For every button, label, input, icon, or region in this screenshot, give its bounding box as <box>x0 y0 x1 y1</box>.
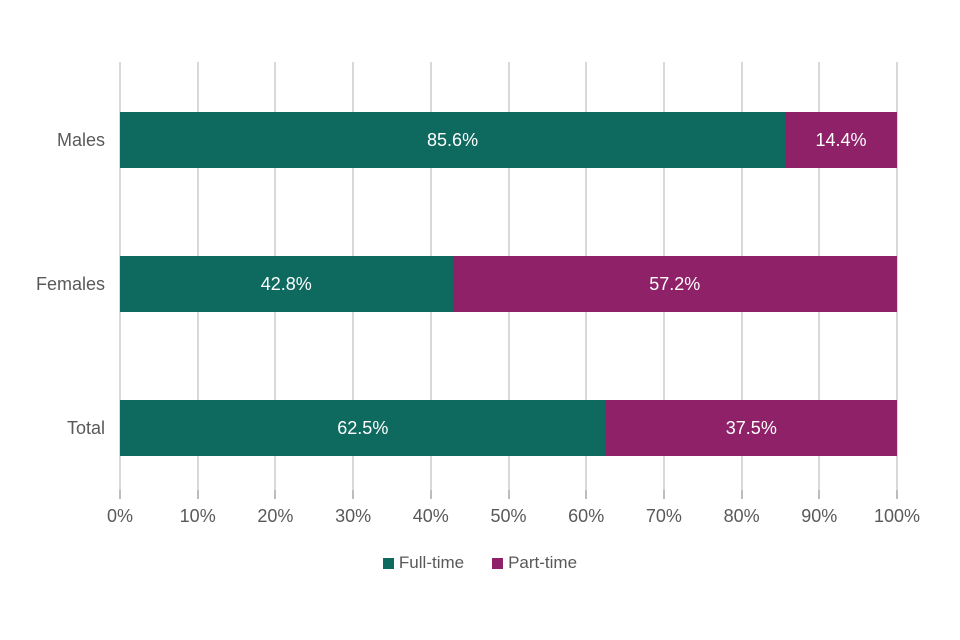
legend-item-part-time: Part-time <box>492 553 577 573</box>
x-tick-label: 100% <box>873 506 921 526</box>
axis-tickmark <box>585 490 588 499</box>
category-label-females: Females <box>35 273 105 294</box>
bar-segment-part-time-males: 14.4% <box>785 112 897 168</box>
bar-segment-part-time-females: 57.2% <box>452 256 897 312</box>
x-tick-label: 20% <box>257 506 294 526</box>
legend-item-full-time: Full-time <box>382 553 465 573</box>
bar-row-total: 62.5% 37.5% <box>120 400 897 456</box>
x-tick-label: 40% <box>412 506 449 526</box>
bar-segment-full-time-total: 62.5% <box>120 400 606 456</box>
bar-value-label: 57.2% <box>649 273 701 294</box>
bar-row-males: 85.6% 14.4% <box>120 112 897 168</box>
bar-value-label: 85.6% <box>427 129 479 150</box>
axis-tickmark <box>274 490 277 499</box>
x-tick-label: 50% <box>490 506 527 526</box>
axis-tickmark <box>818 490 821 499</box>
axis-tickmark <box>196 490 199 499</box>
legend-swatch-icon <box>492 557 504 569</box>
x-tick-label: 0% <box>106 506 134 526</box>
legend-label: Part-time <box>508 553 578 572</box>
bar-segment-full-time-males: 85.6% <box>120 112 786 168</box>
bar-value-label: 37.5% <box>725 417 777 438</box>
axis-tickmark <box>352 490 355 499</box>
x-tick-label: 70% <box>645 506 682 526</box>
axis-tickmark <box>740 490 743 499</box>
axis-tickmark <box>507 490 510 499</box>
bar-segment-full-time-females: 42.8% <box>120 256 453 312</box>
bar-value-label: 42.8% <box>260 273 312 294</box>
axis-tickmark <box>429 490 432 499</box>
plot-area: 85.6% 14.4% 42.8% 57.2% 62.5% 37.5% <box>119 62 898 499</box>
bar-segment-part-time-total: 37.5% <box>605 400 897 456</box>
x-tick-label: 80% <box>723 506 760 526</box>
bar-value-label: 62.5% <box>337 417 389 438</box>
axis-tickmark <box>662 490 665 499</box>
gridline <box>896 62 898 490</box>
legend-label: Full-time <box>398 553 465 572</box>
x-tick-label: 30% <box>335 506 372 526</box>
axis-tickmark <box>896 490 898 499</box>
legend-swatch-icon <box>382 557 394 569</box>
bar-row-females: 42.8% 57.2% <box>120 256 897 312</box>
x-tick-label: 90% <box>801 506 838 526</box>
category-label-males: Males <box>56 129 105 150</box>
x-tick-label: 10% <box>179 506 216 526</box>
x-tick-label: 60% <box>568 506 605 526</box>
category-label-total: Total <box>66 417 105 438</box>
legend: Full-time Part-time <box>0 553 960 573</box>
axis-tickmark <box>119 490 121 499</box>
x-axis-tick-labels: 0% 10% 20% 30% 40% 50% 60% 70% 80% 90% 100% <box>107 506 920 530</box>
bar-value-label: 14.4% <box>815 129 867 150</box>
